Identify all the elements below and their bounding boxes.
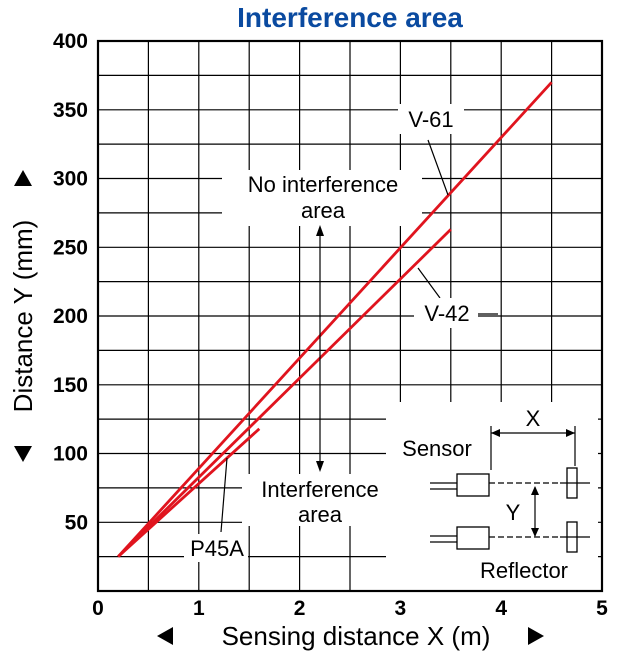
no-interference-label-line2: area <box>301 198 346 223</box>
x-axis-title: Sensing distance X (m) <box>157 621 544 651</box>
x-tick-label: 5 <box>596 597 608 620</box>
tick-labels: 0 1 2 3 4 5 50 100 150 200 250 300 350 400 <box>53 30 608 620</box>
series-lines <box>117 81 553 558</box>
x-axis-right-arrow-icon <box>528 627 544 645</box>
series-label-v42-text: V-42 <box>424 301 469 326</box>
y-tick-label: 50 <box>65 511 88 534</box>
y-tick-label: 300 <box>53 168 88 191</box>
series-label-p45a: P45A <box>184 457 248 562</box>
series-label-v61-text: V-61 <box>408 107 453 132</box>
series-label-p45a-text: P45A <box>190 536 244 561</box>
no-interference-label-line1: No interference <box>248 172 398 197</box>
region-arrow <box>316 225 324 472</box>
x-tick-label: 4 <box>495 597 507 620</box>
y-axis-title: Distance Y (mm) <box>8 170 38 462</box>
series-line-v61 <box>117 81 553 558</box>
reflector-upper-icon <box>560 467 590 499</box>
inset-reflector-label: Reflector <box>480 558 568 583</box>
x-tick-label: 3 <box>395 597 407 620</box>
y-tick-label: 200 <box>53 305 88 328</box>
inset-y-arrow-down <box>531 528 539 537</box>
x-tick-label: 1 <box>193 597 205 620</box>
interference-label-line1: Interference <box>261 477 378 502</box>
arrow-up-head <box>316 225 324 236</box>
y-tick-label: 150 <box>53 374 88 397</box>
y-tick-label: 250 <box>53 236 88 259</box>
sensor-upper-icon <box>430 473 560 497</box>
interference-annotation: Interference area <box>242 474 394 527</box>
inset-y-label: Y <box>506 500 521 525</box>
y-tick-label: 350 <box>53 99 88 122</box>
y-axis-label: Distance Y (mm) <box>8 220 38 413</box>
no-interference-annotation: No interference area <box>222 170 422 226</box>
x-tick-label: 0 <box>92 597 104 620</box>
sensor-lower-icon <box>430 526 560 550</box>
series-line-p45a <box>117 427 261 558</box>
series-line-v42 <box>117 228 452 558</box>
inset-x-arrow-right <box>566 429 575 437</box>
series-label-v42: V-42 <box>414 267 498 328</box>
y-tick-label: 400 <box>53 30 88 53</box>
reflector-lower-icon <box>560 521 590 553</box>
plot-frame <box>96 39 604 593</box>
y-axis-down-arrow-icon <box>14 446 32 462</box>
y-tick-label: 100 <box>53 443 88 466</box>
series-label-v61: V-61 <box>398 104 464 196</box>
x-tick-label: 2 <box>294 597 306 620</box>
inset-x-arrow-left <box>491 429 500 437</box>
inset-x-label: X <box>526 406 541 431</box>
setup-inset: X Sensor Y <box>386 402 598 592</box>
inset-y-arrow-up <box>531 486 539 495</box>
inset-sensor-label: Sensor <box>402 436 472 461</box>
chart-title: Interference area <box>237 2 463 33</box>
x-axis-label: Sensing distance X (m) <box>222 621 491 651</box>
y-axis-up-arrow-icon <box>14 170 32 186</box>
interference-label-line2: area <box>298 502 343 527</box>
x-axis-left-arrow-icon <box>157 627 173 645</box>
arrow-down-head <box>316 461 324 472</box>
